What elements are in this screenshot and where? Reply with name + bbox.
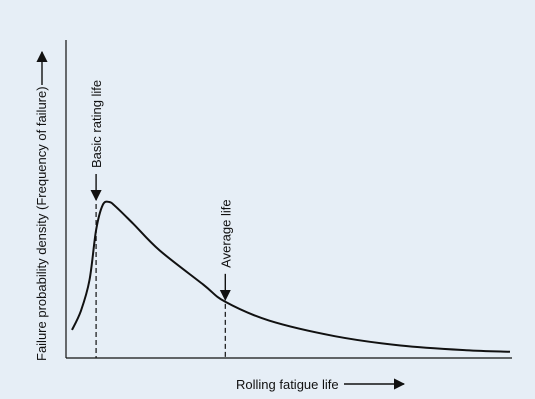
- x-axis-label: Rolling fatigue life: [236, 377, 339, 392]
- annotation-average-life: Average life: [218, 199, 233, 358]
- y-axis-label: Failure probability density (Frequency o…: [34, 86, 49, 361]
- average-life-label: Average life: [218, 199, 233, 267]
- series-line: [71, 200, 511, 353]
- annotation-basic-rating-life: Basic rating life: [89, 80, 104, 358]
- basic-rating-life-label: Basic rating life: [89, 80, 104, 168]
